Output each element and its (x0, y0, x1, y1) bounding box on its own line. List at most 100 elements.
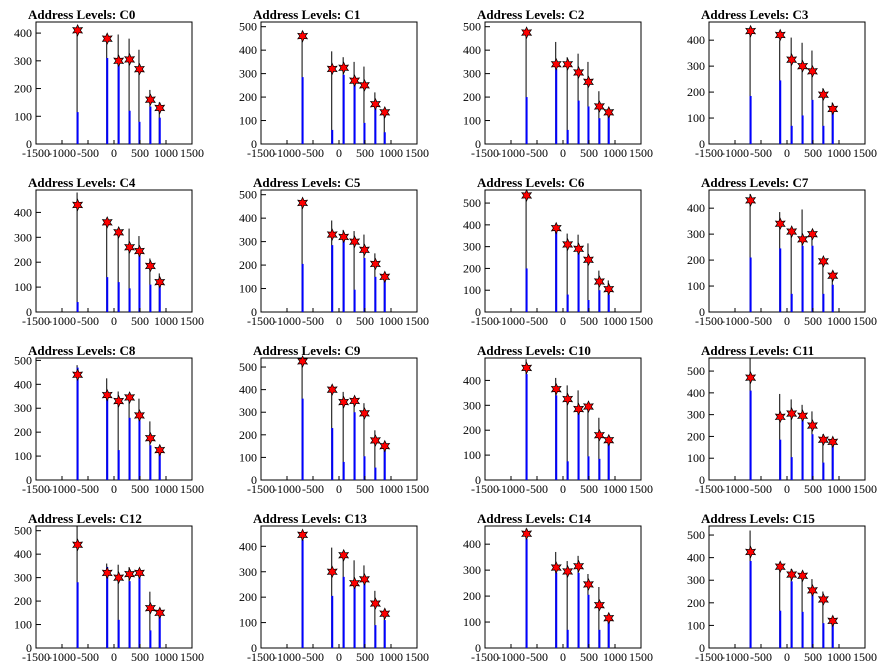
x-tick-label: -1500 (471, 650, 499, 664)
y-tick-label: 400 (14, 547, 32, 561)
x-tick-label: -1500 (471, 314, 499, 328)
peak-marker (604, 284, 614, 295)
x-tick-label: 1000 (827, 650, 851, 664)
plot-frame (485, 190, 641, 312)
x-tick-label: -1500 (247, 146, 275, 160)
y-tick-label: 200 (239, 90, 257, 104)
y-tick-label: 400 (239, 383, 257, 397)
y-tick-label: 300 (463, 240, 481, 254)
y-tick-label: 400 (463, 373, 481, 387)
y-tick-label: 500 (463, 20, 481, 34)
y-tick-label: 200 (463, 90, 481, 104)
x-tick-label: -1000 (273, 146, 301, 160)
subplot-c4: Address Levels: C40100200300400-1500-100… (14, 175, 204, 328)
peak-marker (584, 579, 594, 590)
peak-marker (146, 260, 156, 271)
y-tick-label: 400 (463, 537, 481, 551)
y-tick-label: 400 (463, 218, 481, 232)
x-tick-label: -500 (526, 314, 548, 328)
peak-marker (155, 445, 165, 456)
x-tick-label: 500 (804, 146, 822, 160)
subplot-c10: Address Levels: C100100200300400-1500-10… (463, 343, 653, 496)
peak-marker (350, 236, 360, 247)
peak-marker (808, 420, 818, 431)
x-tick-label: 1500 (180, 314, 204, 328)
y-tick-label: 100 (463, 448, 481, 462)
x-tick-label: -1500 (471, 482, 499, 496)
peak-marker (114, 396, 124, 407)
peak-marker (808, 229, 818, 240)
y-tick-label: 100 (463, 114, 481, 128)
peak-marker (563, 394, 573, 405)
x-tick-label: 1000 (379, 650, 403, 664)
subplot-c5: Address Levels: C50100200300400500-1500-… (239, 175, 429, 328)
peak-marker (574, 67, 584, 78)
y-tick-label: 300 (687, 227, 705, 241)
peak-marker (114, 55, 124, 66)
y-tick-label: 300 (463, 398, 481, 412)
plot-title: Address Levels: C1 (253, 7, 360, 22)
subplot-c11: Address Levels: C110100200300400500-1500… (687, 343, 877, 496)
x-tick-label: 1500 (853, 314, 877, 328)
x-tick-label: 1500 (629, 146, 653, 160)
y-tick-label: 400 (463, 43, 481, 57)
peak-marker (339, 550, 349, 561)
x-tick-label: -500 (77, 146, 99, 160)
subplot-c1: Address Levels: C10100200300400500-1500-… (239, 7, 429, 160)
y-tick-label: 200 (14, 594, 32, 608)
subplot-c14: Address Levels: C14 0 100 200 300 400 -1500-10… (463, 511, 653, 664)
y-tick-label: 500 (239, 360, 257, 374)
y-tick-label: 100 (687, 451, 705, 465)
plot-title: Address Levels: C15 (701, 511, 815, 526)
peak-marker (371, 435, 381, 446)
x-tick-label: 500 (131, 482, 149, 496)
peak-marker (146, 603, 156, 614)
peak-marker (787, 226, 797, 237)
y-tick-label: 200 (687, 429, 705, 443)
y-tick-label: 400 (14, 377, 32, 391)
y-tick-label: 500 (687, 528, 705, 542)
peak-marker (103, 390, 113, 401)
x-tick-label: -1000 (273, 650, 301, 664)
peak-marker (522, 190, 532, 201)
y-tick-label: 500 (463, 196, 481, 210)
x-tick-label: 500 (356, 146, 374, 160)
x-tick-label: -1000 (721, 482, 749, 496)
x-tick-label: 1500 (405, 314, 429, 328)
subplot-c9: Address Levels: C90100200300400500-1500-… (239, 343, 429, 496)
x-tick-label: 1000 (603, 146, 627, 160)
y-tick-label: 100 (239, 114, 257, 128)
peak-marker (371, 258, 381, 269)
peak-marker (360, 80, 370, 91)
peak-marker (787, 569, 797, 580)
peak-marker (380, 271, 390, 282)
x-tick-label: -1500 (247, 314, 275, 328)
x-tick-label: -1000 (721, 650, 749, 664)
peak-marker (776, 30, 786, 41)
peak-marker (135, 410, 145, 421)
x-tick-label: 1500 (180, 650, 204, 664)
y-tick-label: 300 (687, 573, 705, 587)
peak-marker (828, 270, 838, 281)
y-tick-label: 200 (463, 261, 481, 275)
peak-marker (828, 104, 838, 115)
peak-marker (798, 61, 808, 72)
x-tick-label: -1500 (22, 314, 50, 328)
x-tick-label: -1500 (247, 482, 275, 496)
x-tick-label: 1000 (827, 482, 851, 496)
y-tick-label: 300 (239, 67, 257, 81)
x-tick-label: -1500 (22, 146, 50, 160)
plot-frame (36, 358, 192, 480)
x-tick-label: -1500 (695, 146, 723, 160)
peak-marker (73, 199, 83, 210)
peak-marker (380, 107, 390, 118)
peak-marker (350, 395, 360, 406)
plot-title: Address Levels: C0 (28, 7, 135, 22)
chart-grid: Address Levels: C00100200300400-1500-100… (0, 0, 896, 672)
plot-frame (261, 526, 417, 648)
x-tick-label: 0 (111, 482, 117, 496)
y-tick-label: 100 (239, 282, 257, 296)
peak-marker (339, 62, 349, 73)
peak-marker (798, 234, 808, 245)
peak-marker (798, 410, 808, 421)
